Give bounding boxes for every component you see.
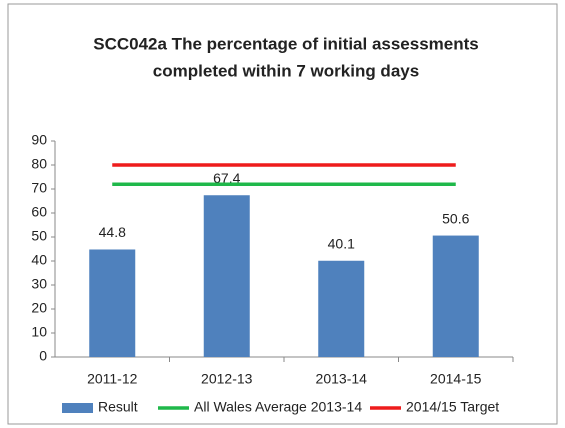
data-label: 40.1 xyxy=(328,235,355,251)
chart-title: SCC042a The percentage of initial assess… xyxy=(93,34,479,53)
y-tick-label: 40 xyxy=(31,252,47,268)
x-tick-label: 2013-14 xyxy=(316,371,368,387)
y-tick-label: 10 xyxy=(31,324,47,340)
y-tick-label: 20 xyxy=(31,300,47,316)
bar xyxy=(203,195,250,357)
y-tick-label: 70 xyxy=(31,180,47,196)
legend-swatch xyxy=(62,403,93,413)
legend-label: 2014/15 Target xyxy=(406,399,499,415)
y-tick-label: 0 xyxy=(39,348,47,364)
x-tick-label: 2014-15 xyxy=(430,371,482,387)
legend-label: Result xyxy=(98,399,138,415)
x-tick-label: 2011-12 xyxy=(87,371,138,387)
bar xyxy=(432,235,479,357)
x-tick-label: 2012-13 xyxy=(201,371,253,387)
chart-title: completed within 7 working days xyxy=(153,61,419,80)
data-label: 50.6 xyxy=(442,210,469,226)
bar xyxy=(89,249,136,357)
data-label: 44.8 xyxy=(99,224,126,240)
y-tick-label: 80 xyxy=(31,156,47,172)
bar xyxy=(318,260,365,357)
data-label: 67.4 xyxy=(213,170,240,186)
y-tick-label: 30 xyxy=(31,276,47,292)
y-tick-label: 90 xyxy=(31,132,47,148)
y-tick-label: 50 xyxy=(31,228,47,244)
chart-frame xyxy=(7,3,558,425)
y-tick-label: 60 xyxy=(31,204,47,220)
legend-label: All Wales Average 2013-14 xyxy=(194,399,362,415)
